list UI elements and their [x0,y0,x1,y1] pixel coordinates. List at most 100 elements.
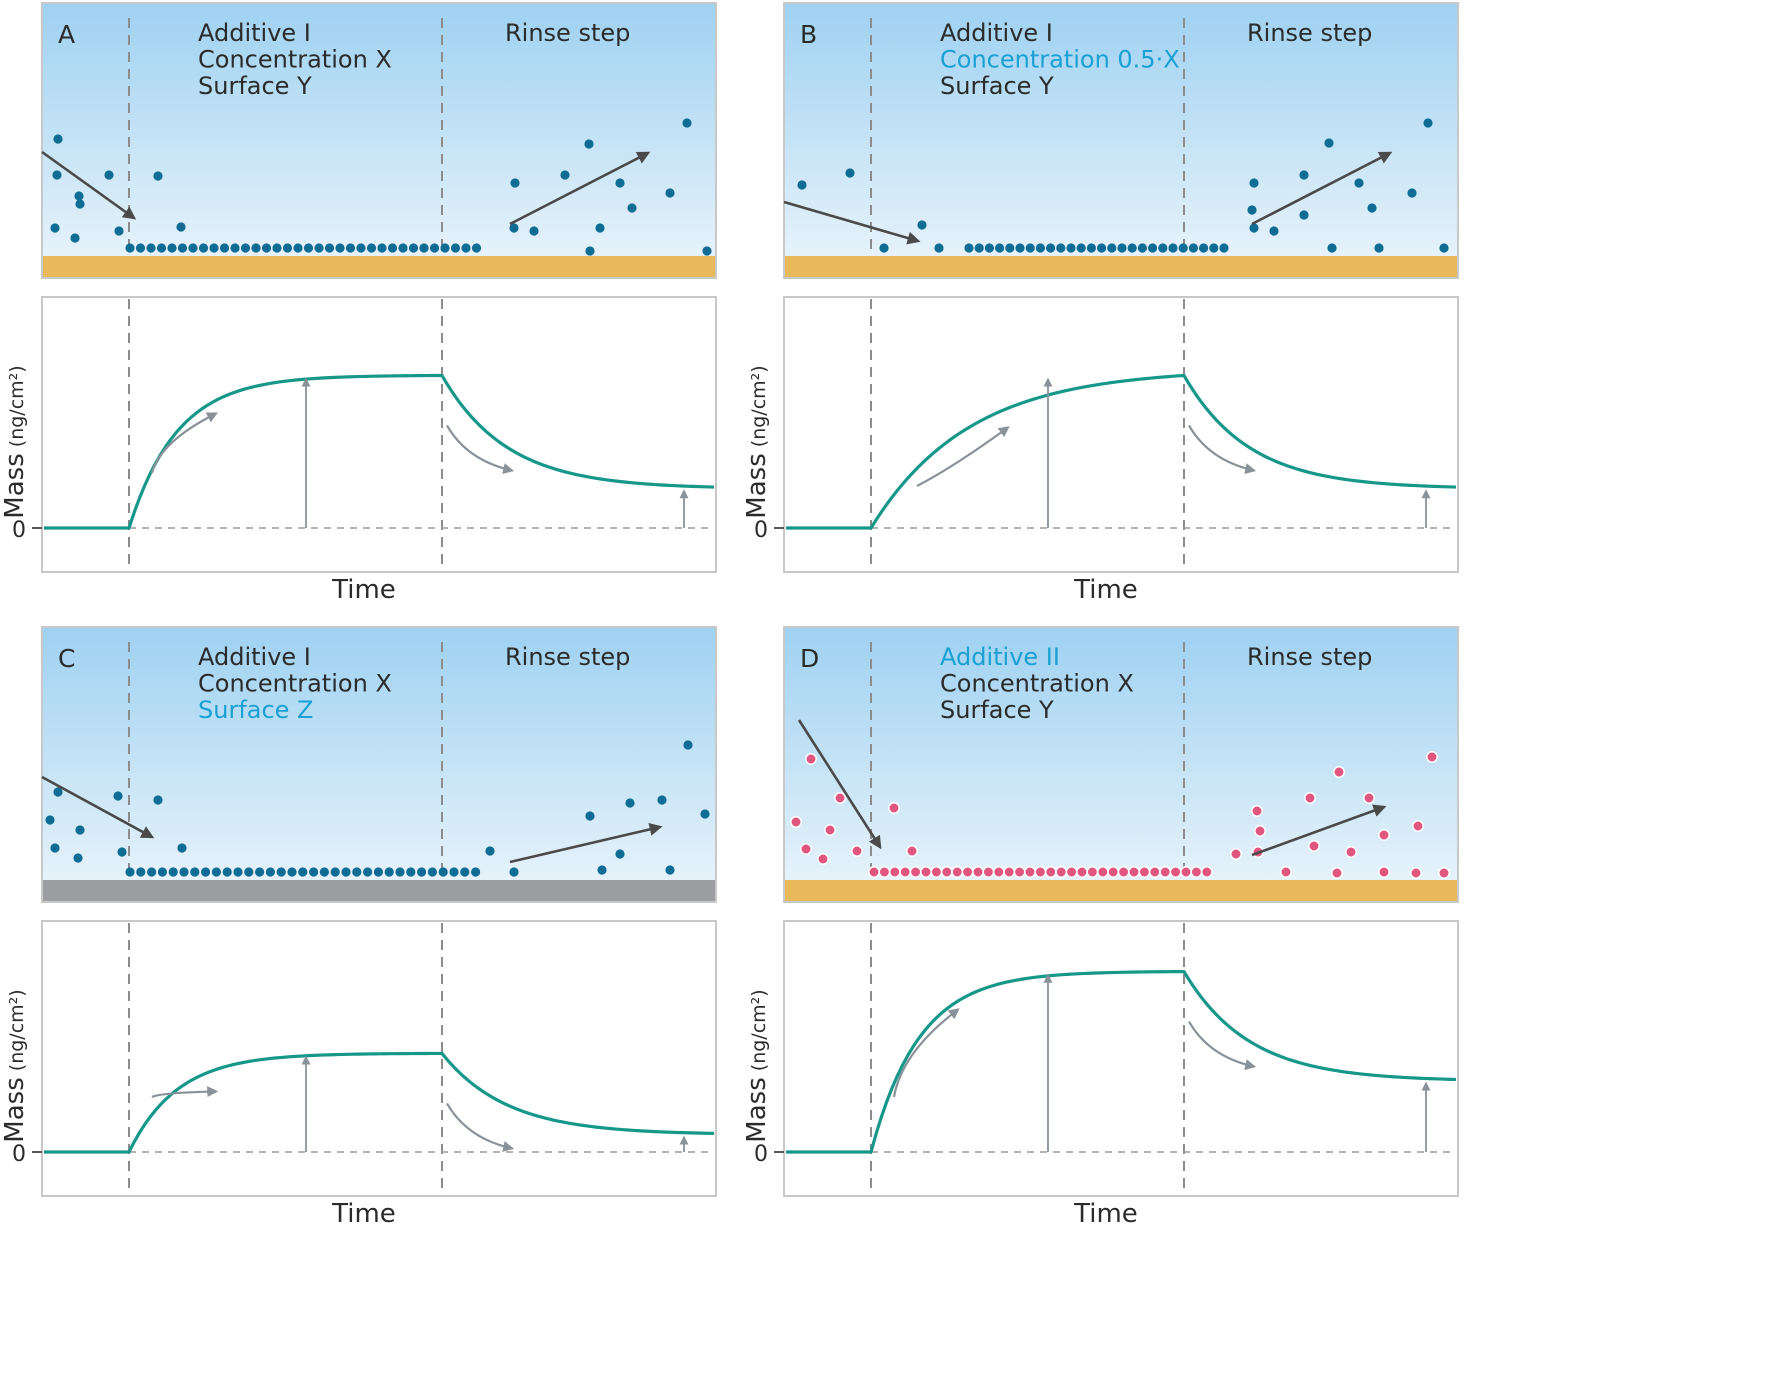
adsorbed-particle [265,867,275,877]
y-axis-title: Mass [742,453,772,518]
x-axis-label: Time [1073,1199,1138,1229]
adsorbed-particle [1066,243,1076,253]
particle [114,226,124,236]
adsorbed-particle [330,867,340,877]
particle [683,740,693,750]
y-zero-label: 0 [754,1142,768,1167]
adsorbed-particle [1003,866,1016,878]
adsorbed-particle [157,867,167,877]
adsorbed-particle [298,867,308,877]
adsorbed-particle [1076,243,1086,253]
particle [906,845,918,857]
adsorbed-particle [135,243,146,253]
substrate-surface [43,880,715,901]
condition-label: Surface Z [198,696,314,724]
adsorbed-particle [211,867,221,877]
particle [53,134,63,144]
condition-label: Surface Y [940,72,1054,100]
adsorbed-particle [1200,866,1213,878]
y-axis-label: Mass (ng/cm²) [0,989,30,1142]
particle [529,226,539,236]
adsorbed-particle [363,867,373,877]
condition-label: Additive II [940,643,1060,671]
adsorption-trend-arrow [892,1008,960,1098]
adsorbed-particle [427,867,437,877]
particle [1363,792,1375,804]
adsorbed-particle [1034,866,1047,878]
adsorbed-particle [240,243,251,253]
adsorbed-particle [356,243,366,253]
adsorbed-particle [255,867,265,877]
particle [597,865,607,875]
particle [75,825,85,835]
adsorbed-particle [1148,866,1161,878]
adsorbed-particle [373,867,383,877]
particle [1410,867,1422,879]
y-axis-unit: (ng/cm²) [748,365,770,447]
adsorbed-particle [282,243,293,253]
particle [797,180,807,190]
adsorbed-particle [335,243,345,253]
adsorbed-particle [324,243,335,253]
adsorbed-particle [1117,866,1130,878]
adsorbed-particle [974,243,984,253]
y-zero-label: 0 [754,518,768,543]
adsorbed-particle [1013,866,1026,878]
condition-label: Surface Y [198,72,312,100]
mass-curve [786,969,1457,1154]
adsorbed-particle [992,866,1005,878]
adsorbed-particle [366,243,377,253]
panel-letter: A [58,20,75,49]
adsorbed-particle [188,243,198,253]
rinse-step-label: Rinse step [1247,19,1372,47]
adsorbed-particle [272,243,282,253]
y-axis-unit: (ng/cm²) [6,989,28,1071]
graph-frame [783,296,1459,573]
substrate-surface [43,256,715,277]
adsorption-trend-arrow [916,426,1010,487]
adsorbed-particle [460,867,470,877]
condition-label: Concentration X [940,670,1134,698]
adsorbed-particle [398,243,408,253]
particle [104,170,114,180]
particle [615,178,625,188]
adsorbed-particle [147,867,157,877]
adsorbed-particle [1138,866,1151,878]
panel-letter: C [58,644,75,673]
particle [1331,867,1343,879]
particle [824,824,836,836]
particle [1308,840,1320,852]
adsorbed-particle [244,867,254,877]
adsorbed-particle [909,866,922,878]
adsorbed-particle [1158,243,1168,253]
adsorbed-particle [1107,243,1117,253]
y-axis-label: Mass (ng/cm²) [742,365,772,518]
particle [682,118,692,128]
rinse-step-label: Rinse step [505,643,630,671]
adsorbed-particle [450,243,461,253]
particle [879,243,889,253]
particle [625,798,635,808]
particle [1230,848,1242,860]
y-axis-title: Mass [0,453,30,518]
desorption-arrow [1251,151,1393,226]
adsorption-arrow [41,775,155,839]
particle [509,867,519,877]
particle [1407,188,1417,198]
adsorbed-particle [1188,243,1198,253]
desorption-trend-arrow [1188,1021,1257,1071]
y-zero-label: 0 [12,518,26,543]
adsorbed-particle [177,243,188,253]
particle [1438,867,1450,879]
particle [1426,751,1438,763]
particle [1247,205,1257,215]
adsorbed-particle [198,243,209,253]
adsorbed-particle [461,243,471,253]
adsorbed-particle [888,866,901,878]
water-background [41,2,717,279]
adsorbed-particle [251,243,261,253]
adsorbed-particle [868,866,880,878]
adsorbed-particle [387,243,398,253]
adsorbed-particle [1159,866,1172,878]
